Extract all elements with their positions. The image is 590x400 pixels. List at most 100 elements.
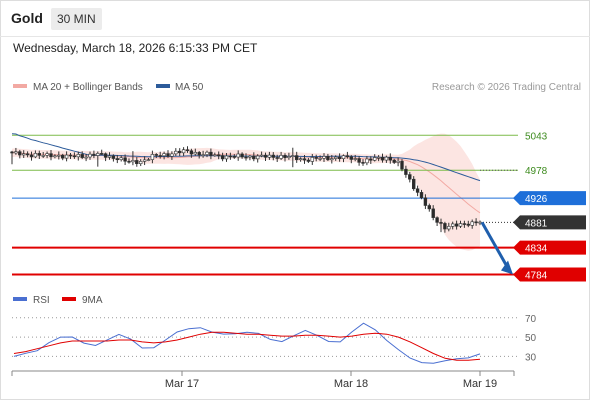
support-label: 4834 [525, 244, 548, 255]
ma50-legend-swatch [156, 84, 170, 88]
candle-body [14, 151, 18, 154]
candle-body [57, 154, 61, 157]
rsi-line [13, 322, 481, 364]
candle-body [205, 151, 209, 155]
candle-body [341, 155, 346, 159]
projection-arrow [480, 221, 513, 275]
datetime-label: Wednesday, March 18, 2026 6:15:33 PM CET [13, 41, 258, 55]
ma9-legend-swatch [62, 297, 76, 301]
candle-body [345, 155, 350, 158]
candlesticks [10, 146, 482, 233]
candle-body [353, 158, 357, 160]
candle-body [392, 159, 396, 163]
candle-body [369, 158, 373, 161]
rsi-legend-label: RSI [33, 295, 50, 306]
candle-body [131, 160, 135, 163]
candle-body [376, 156, 381, 159]
candle-body [139, 161, 143, 165]
candle-body [404, 168, 408, 175]
rsi-legend-swatch [13, 297, 27, 301]
candle-body [474, 221, 478, 224]
candle-body [431, 208, 435, 218]
candle-body [372, 157, 377, 161]
candle-body [248, 155, 252, 158]
candle-body [298, 158, 303, 160]
resistance-label: 4978 [525, 166, 548, 177]
candle-body [142, 159, 147, 162]
support-tag [513, 267, 586, 282]
candle-body [337, 156, 342, 159]
candle-body [181, 149, 186, 154]
candle-body [252, 155, 256, 160]
candle-body [41, 155, 45, 157]
x-tick-label: Mar 18 [334, 378, 368, 390]
x-tick-label: Mar 17 [165, 378, 199, 390]
rsi-tick-label: 30 [525, 352, 537, 363]
candle-body [123, 157, 127, 162]
candle-body [232, 156, 236, 158]
candle-body [64, 154, 69, 159]
research-credit: Research © 2026 Trading Central [432, 82, 581, 93]
candle-body [185, 149, 190, 152]
candle-body [193, 152, 197, 155]
bb-legend-swatch [13, 84, 27, 88]
candle-body [197, 152, 201, 156]
candle-body [466, 223, 470, 226]
candle-body [18, 151, 22, 156]
candle-body [10, 151, 14, 154]
last-price-tag [513, 215, 586, 230]
candle-body [259, 154, 264, 157]
candle-body [220, 155, 225, 160]
candle-body [76, 154, 81, 158]
support-tag [513, 240, 586, 255]
candle-body [240, 153, 244, 158]
price-levels [12, 134, 518, 276]
candle-body [174, 150, 178, 155]
candle-body [84, 156, 88, 159]
candle-body [115, 158, 120, 161]
candle-body [447, 226, 451, 230]
pivot-label: 4926 [525, 194, 548, 205]
candle-body [454, 223, 459, 227]
candle-body [365, 158, 369, 164]
candle-body [326, 156, 330, 161]
candle-body [462, 223, 467, 225]
candle-body [291, 155, 295, 157]
candle-body [419, 192, 424, 199]
candle-body [100, 153, 104, 155]
candle-body [88, 153, 92, 158]
candle-body [384, 156, 389, 161]
candle-body [283, 155, 287, 159]
candle-body [21, 153, 26, 156]
candle-body [107, 155, 112, 158]
candle-body [408, 174, 412, 180]
candle-body [310, 157, 314, 162]
candle-body [162, 153, 166, 157]
candle-body [244, 156, 248, 159]
candle-body [72, 155, 77, 158]
candle-body [470, 221, 474, 226]
level-tags: 5043 4978 4926 4881 4834 4784 [513, 131, 586, 282]
candle-body [49, 153, 53, 158]
candle-body [314, 157, 318, 159]
candle-body [427, 205, 431, 210]
candle-body [333, 156, 338, 159]
candle-body [322, 156, 326, 159]
candle-body [279, 155, 283, 159]
timeframe-button[interactable]: 30 MIN [51, 8, 102, 30]
rsi-ma9-line [13, 331, 481, 361]
candle-body [103, 153, 108, 158]
candle-body [435, 217, 439, 223]
candle-body [478, 221, 482, 224]
candle-body [318, 158, 322, 160]
candle-body [263, 154, 268, 158]
candle-body [29, 154, 34, 158]
rsi-tick-label: 70 [525, 314, 537, 325]
rsi-panel: 70 50 30 [12, 314, 537, 364]
candle-body [388, 156, 392, 161]
candle-body [150, 154, 155, 160]
candle-body [255, 155, 260, 160]
candle-body [443, 223, 447, 230]
candle-body [415, 188, 420, 193]
candle-body [209, 151, 213, 156]
